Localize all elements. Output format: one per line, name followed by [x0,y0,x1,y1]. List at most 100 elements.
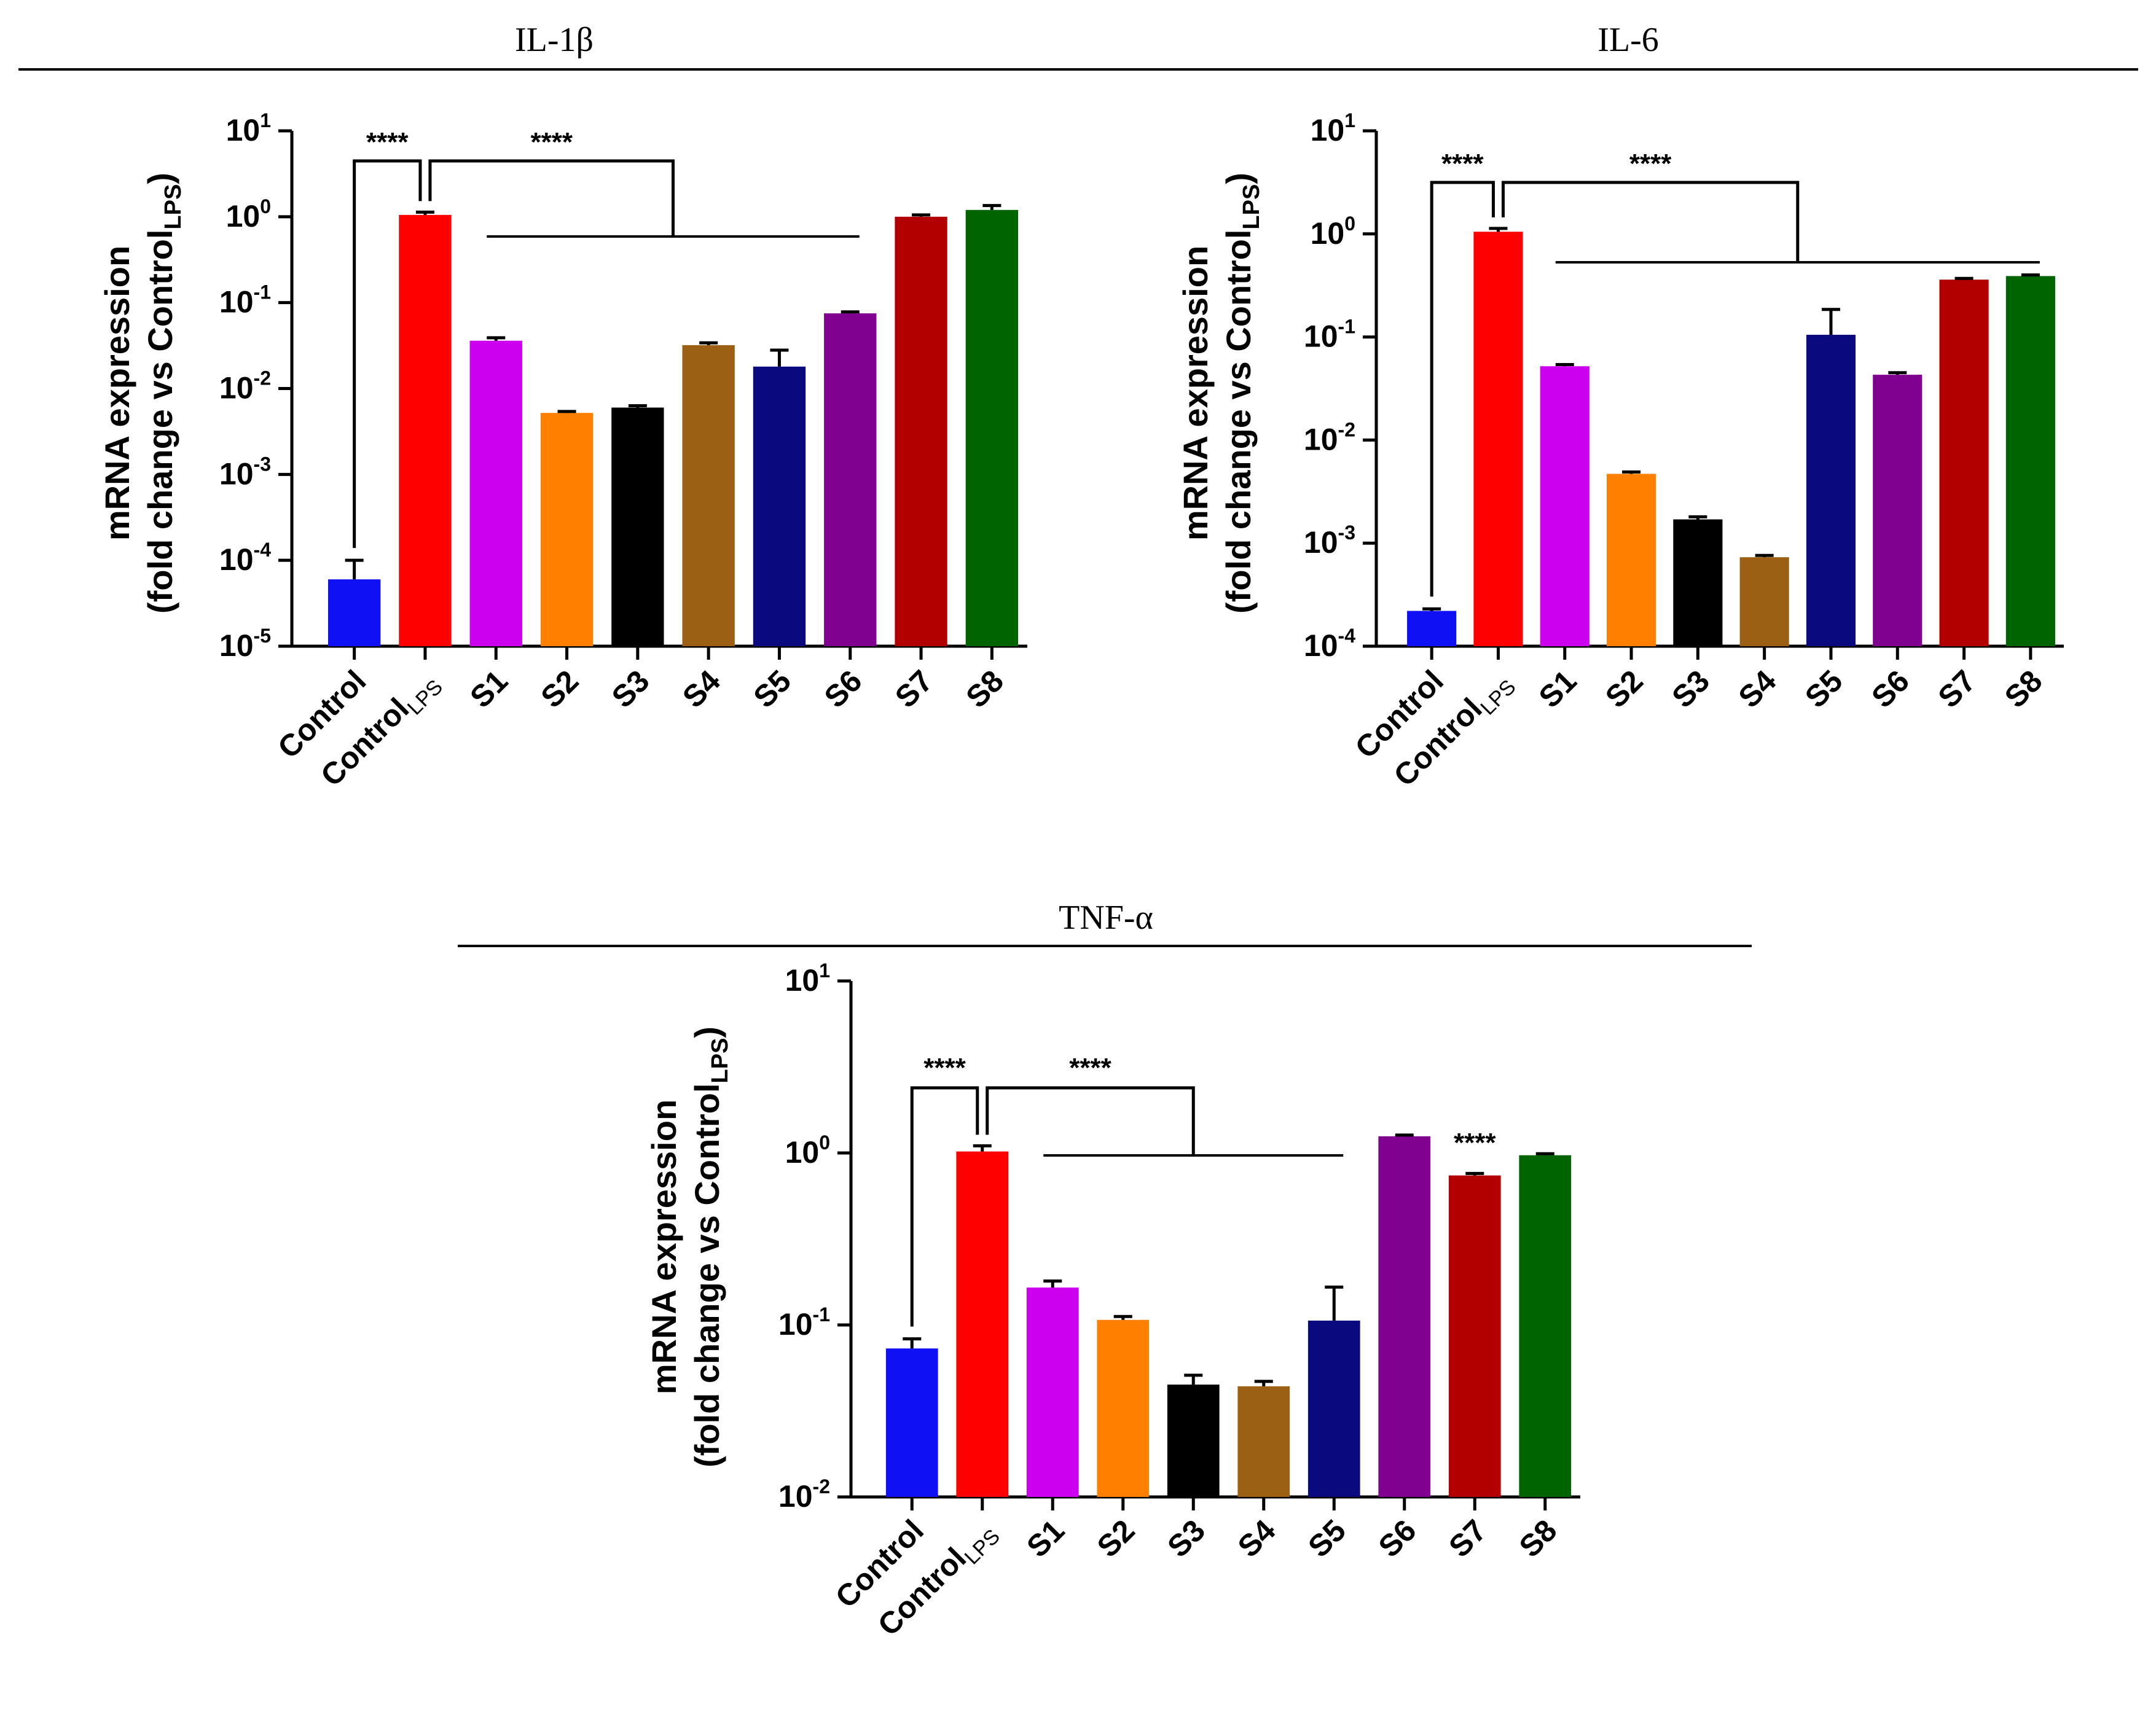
y-label-line1: mRNA expression [645,1100,683,1394]
bar-2 [956,1151,1009,1497]
bar-8 [1873,375,1923,646]
category-label: S1 [1020,1513,1071,1564]
bar-2 [399,214,452,646]
y-tick-exponent: 1 [1344,109,1355,131]
y-tick-base: 10 [219,285,254,319]
category-label: S1 [1532,663,1583,714]
chart-title: IL-1β [515,21,594,59]
y-tick-label: 10-1 [219,281,271,319]
bar-1 [1407,611,1457,646]
bar-5 [611,407,664,646]
significance-bracket [986,1086,1195,1155]
bar-10 [1519,1155,1572,1497]
y-tick-exponent: -4 [254,539,272,561]
y-tick-exponent: 1 [260,109,271,131]
category-name: S7 [888,663,939,714]
y-tick-base: 10 [785,963,820,998]
y-tick-base: 10 [1304,319,1338,354]
significance-bracket [910,1086,979,1327]
y-tick-base: 10 [1311,113,1345,147]
y-label-line2: (fold change vs Control [688,1084,726,1467]
category-name: S5 [1798,663,1849,714]
y-label-close: ) [688,1026,726,1038]
y-tick-exponent: -5 [254,625,271,647]
significance-label: **** [923,1053,966,1083]
bar-5 [1167,1385,1220,1497]
category-name: S4 [676,663,727,714]
y-tick-label: 100 [226,195,271,233]
chart-title: TNF-α [1059,899,1153,937]
bar-2 [1473,232,1523,646]
category-name: S7 [1931,663,1982,714]
y-tick-base: 10 [1304,525,1338,560]
y-tick-base: 10 [219,628,254,663]
y-tick-exponent: -2 [813,1475,830,1498]
bar-10 [965,209,1019,646]
y-tick-exponent: -3 [1338,522,1355,544]
y-tick-base: 10 [219,456,254,491]
significance-label: **** [1069,1053,1111,1083]
y-tick-exponent: -4 [1338,625,1356,647]
category-label: S6 [1865,663,1916,714]
y-label-subscript: LPS [707,1038,733,1084]
y-tick-label: 10-3 [1304,522,1355,560]
significance-bracket [1501,181,1800,262]
y-tick-label: 101 [1311,109,1355,147]
category-label: S3 [605,663,656,714]
category-label: S1 [463,663,514,714]
y-tick-label: 10-4 [1304,625,1355,663]
y-tick-exponent: -2 [1338,418,1355,440]
category-label: S7 [1931,663,1982,714]
bar-4 [540,413,594,646]
category-label: S5 [1301,1513,1352,1564]
category-label: S3 [1665,663,1716,714]
significance-bracket [428,159,675,236]
y-label-line2: (fold change vs Control [1219,230,1258,614]
significance-label: **** [1629,149,1672,179]
category-name: S1 [1020,1513,1071,1564]
category-name: S3 [1665,663,1716,714]
category-name: S6 [1865,663,1916,714]
bar-7 [753,366,806,646]
bar-4 [1606,474,1656,646]
y-tick-base: 10 [1311,216,1345,251]
category-name: S2 [534,663,585,714]
category-name: S2 [1599,663,1650,714]
bar-9 [895,216,947,646]
category-label: S8 [1513,1513,1564,1564]
category-label: S7 [888,663,939,714]
category-name: S1 [1532,663,1583,714]
y-tick-label: 10-1 [1304,316,1355,354]
chart-title: IL-6 [1597,21,1659,59]
y-tick-exponent: -3 [254,453,271,475]
bar-3 [1540,366,1590,646]
y-tick-label: 101 [226,109,271,147]
bar-4 [1097,1319,1150,1497]
y-tick-base: 10 [219,542,254,577]
y-label-close: ) [141,173,179,184]
y-tick-exponent: 0 [260,195,271,217]
bar-9 [1939,279,1989,646]
y-tick-base: 10 [1304,628,1338,663]
category-label: S2 [534,663,585,714]
category-label: S7 [1442,1513,1493,1564]
y-label-line1: mRNA expression [1176,246,1215,541]
y-tick-exponent: 1 [819,959,830,982]
category-label: S8 [959,663,1010,714]
y-tick-exponent: -1 [254,281,271,303]
bar-7 [1806,335,1856,646]
category-label: S4 [1231,1513,1282,1564]
bar-5 [1673,519,1723,646]
category-name: S5 [747,663,798,714]
y-tick-base: 10 [226,199,261,233]
bar-6 [1237,1386,1290,1497]
bar-8 [1378,1136,1431,1497]
y-tick-exponent: 0 [1344,213,1355,235]
significance-bracket [353,159,422,549]
bar-1 [327,579,381,646]
y-tick-exponent: -2 [254,367,271,389]
significance-label: **** [530,127,573,157]
y-tick-label: 100 [785,1131,830,1170]
